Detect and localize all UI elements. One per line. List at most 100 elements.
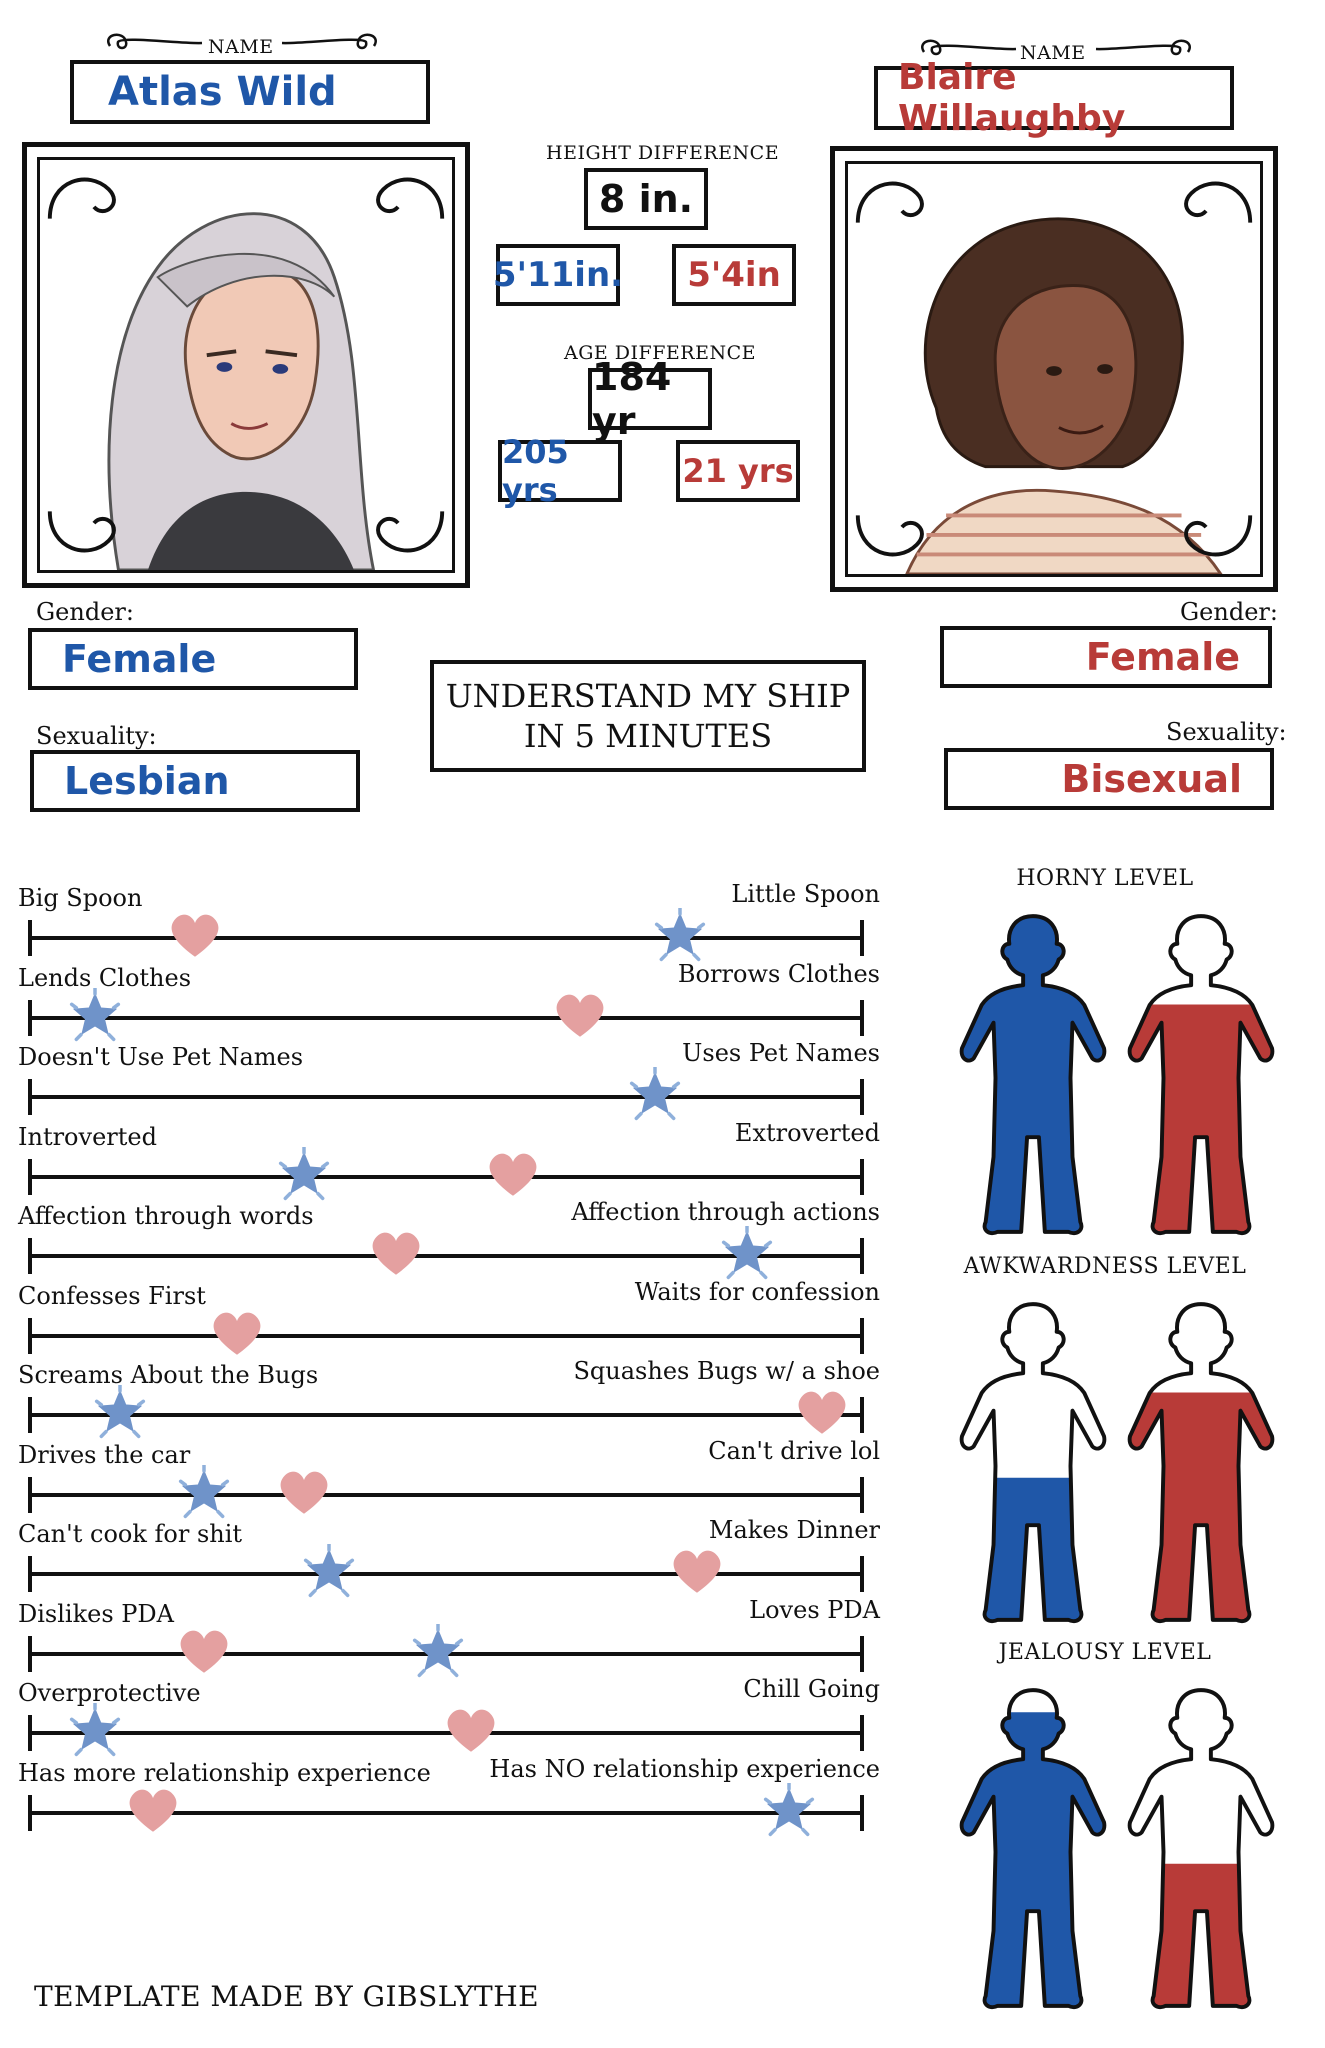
right-portrait xyxy=(830,146,1278,592)
heart-icon xyxy=(278,1467,330,1523)
scale-right-label: Squashes Bugs w/ a shoe xyxy=(573,1357,880,1385)
scale-tick-left xyxy=(28,1476,32,1513)
star-icon xyxy=(410,1621,466,1684)
left-age: 205 yrs xyxy=(502,433,569,509)
heart-icon xyxy=(487,1149,539,1205)
scale-right-label: Makes Dinner xyxy=(708,1516,880,1544)
scale-row: Doesn't Use Pet Names Uses Pet Names xyxy=(0,1039,880,1123)
scale-row: Confesses First Waits for confession xyxy=(0,1278,880,1364)
left-name-flourish xyxy=(107,33,377,50)
red-figure-icon xyxy=(1126,1680,1276,2022)
scale-track xyxy=(28,1079,864,1115)
level-group: AWKWARDNESS LEVEL xyxy=(930,1254,1290,1624)
star-icon xyxy=(276,1144,332,1207)
scale-row: Dislikes PDA Loves PDA xyxy=(0,1596,880,1680)
scale-tick-right xyxy=(860,920,864,956)
scale-right-label: Borrows Clothes xyxy=(677,959,880,988)
level-group: JEALOUSY LEVEL xyxy=(930,1640,1290,2010)
star-icon xyxy=(627,1065,683,1127)
right-name-caption: NAME xyxy=(1020,42,1086,64)
red-figure-icon xyxy=(1126,906,1276,1248)
star-icon xyxy=(176,1462,232,1525)
left-gender-box: Female xyxy=(28,628,358,690)
heart-icon xyxy=(211,1308,263,1364)
star-icon xyxy=(652,906,708,968)
scale-right-label: Chill Going xyxy=(743,1675,880,1703)
left-portrait-art xyxy=(40,160,452,570)
scale-tick-right xyxy=(860,1635,864,1672)
left-height: 5'11in. xyxy=(492,255,624,295)
center-title-box: UNDERSTAND MY SHIP IN 5 MINUTES xyxy=(430,660,866,772)
scale-right-label: Waits for confession xyxy=(634,1277,880,1306)
star-icon xyxy=(92,1383,148,1445)
scale-left-label: Big Spoon xyxy=(18,884,143,912)
scale-tick-left xyxy=(28,1794,32,1831)
right-height-box: 5'4in xyxy=(672,244,796,306)
right-sexuality-box: Bisexual xyxy=(944,748,1274,810)
right-name-box: Blaire Willaughby xyxy=(874,57,1234,139)
star-icon xyxy=(761,1780,817,1843)
blue-figure-icon xyxy=(958,906,1108,1248)
heart-icon xyxy=(445,1705,497,1761)
scale-left-label: Has more relationship experience xyxy=(18,1758,431,1787)
scale-tick-left xyxy=(28,920,32,956)
right-portrait-frame-ornament xyxy=(855,181,1253,557)
right-height: 5'4in xyxy=(687,255,781,295)
left-sexuality-label: Sexuality: xyxy=(36,722,157,750)
age-difference-value: 184 yr xyxy=(592,355,672,443)
heart-icon xyxy=(671,1546,723,1602)
red-figure-icon xyxy=(1126,1294,1276,1636)
scale-tick-left xyxy=(28,1317,32,1354)
scale-track xyxy=(28,1794,864,1831)
heart-icon xyxy=(796,1387,848,1443)
scale-row: Lends Clothes Borrows Clothes xyxy=(0,960,880,1044)
center-title-line2: IN 5 MINUTES xyxy=(523,717,773,755)
left-name-caption: NAME xyxy=(208,36,274,58)
star-icon xyxy=(301,1542,357,1604)
scale-track xyxy=(28,1158,864,1195)
scale-row: Big Spoon Little Spoon xyxy=(0,880,880,964)
scale-tick-right xyxy=(860,1556,864,1592)
scale-row: Overprotective Chill Going xyxy=(0,1675,880,1761)
level-label: HORNY LEVEL xyxy=(1016,866,1194,891)
scale-row: Can't cook for shit Makes Dinner xyxy=(0,1516,880,1602)
left-name-box: Atlas Wild xyxy=(70,60,430,124)
left-portrait xyxy=(22,142,470,588)
right-sexuality: Bisexual xyxy=(1061,757,1242,801)
scale-track xyxy=(28,1238,864,1274)
scale-right-label: Has NO relationship experience xyxy=(489,1754,880,1783)
height-difference-value: 8 in. xyxy=(598,177,694,221)
star-icon xyxy=(67,1701,123,1763)
scale-row: Has more relationship experience Has NO r… xyxy=(0,1755,880,1839)
scale-tick-left xyxy=(28,1715,32,1751)
scale-tick-left xyxy=(28,1397,32,1433)
scale-left-label: Dislikes PDA xyxy=(18,1599,174,1628)
scale-track xyxy=(28,1715,864,1751)
right-gender-label: Gender: xyxy=(1180,598,1278,626)
star-icon xyxy=(67,985,123,1048)
scale-row: Introverted Extroverted xyxy=(0,1119,880,1205)
right-sexuality-label: Sexuality: xyxy=(1166,718,1287,746)
footer-credit: TEMPLATE MADE BY GIBSLYTHE xyxy=(34,1980,540,2013)
scale-row: Drives the car Can't drive lol xyxy=(0,1437,880,1523)
left-sexuality-box: Lesbian xyxy=(30,750,360,812)
scale-tick-right xyxy=(860,1238,864,1274)
right-gender: Female xyxy=(1085,635,1240,679)
scale-tick-right xyxy=(860,1476,864,1513)
left-sexuality: Lesbian xyxy=(64,759,230,803)
scale-track xyxy=(28,1317,864,1354)
scale-left-label: Can't cook for shit xyxy=(18,1520,243,1548)
scale-left-label: Overprotective xyxy=(18,1679,201,1707)
left-age-box: 205 yrs xyxy=(498,433,622,509)
level-label: AWKWARDNESS LEVEL xyxy=(963,1254,1247,1279)
scale-tick-left xyxy=(28,999,32,1036)
scale-tick-left xyxy=(28,1556,32,1592)
scale-left-label: Drives the car xyxy=(18,1440,191,1469)
heart-icon xyxy=(370,1228,422,1284)
right-age-box: 21 yrs xyxy=(676,440,800,502)
scale-left-label: Screams About the Bugs xyxy=(18,1361,319,1389)
scale-tick-right xyxy=(860,1158,864,1195)
scale-tick-left xyxy=(28,1635,32,1672)
center-title-line1: UNDERSTAND MY SHIP xyxy=(445,677,851,715)
scale-left-label: Doesn't Use Pet Names xyxy=(18,1043,304,1071)
